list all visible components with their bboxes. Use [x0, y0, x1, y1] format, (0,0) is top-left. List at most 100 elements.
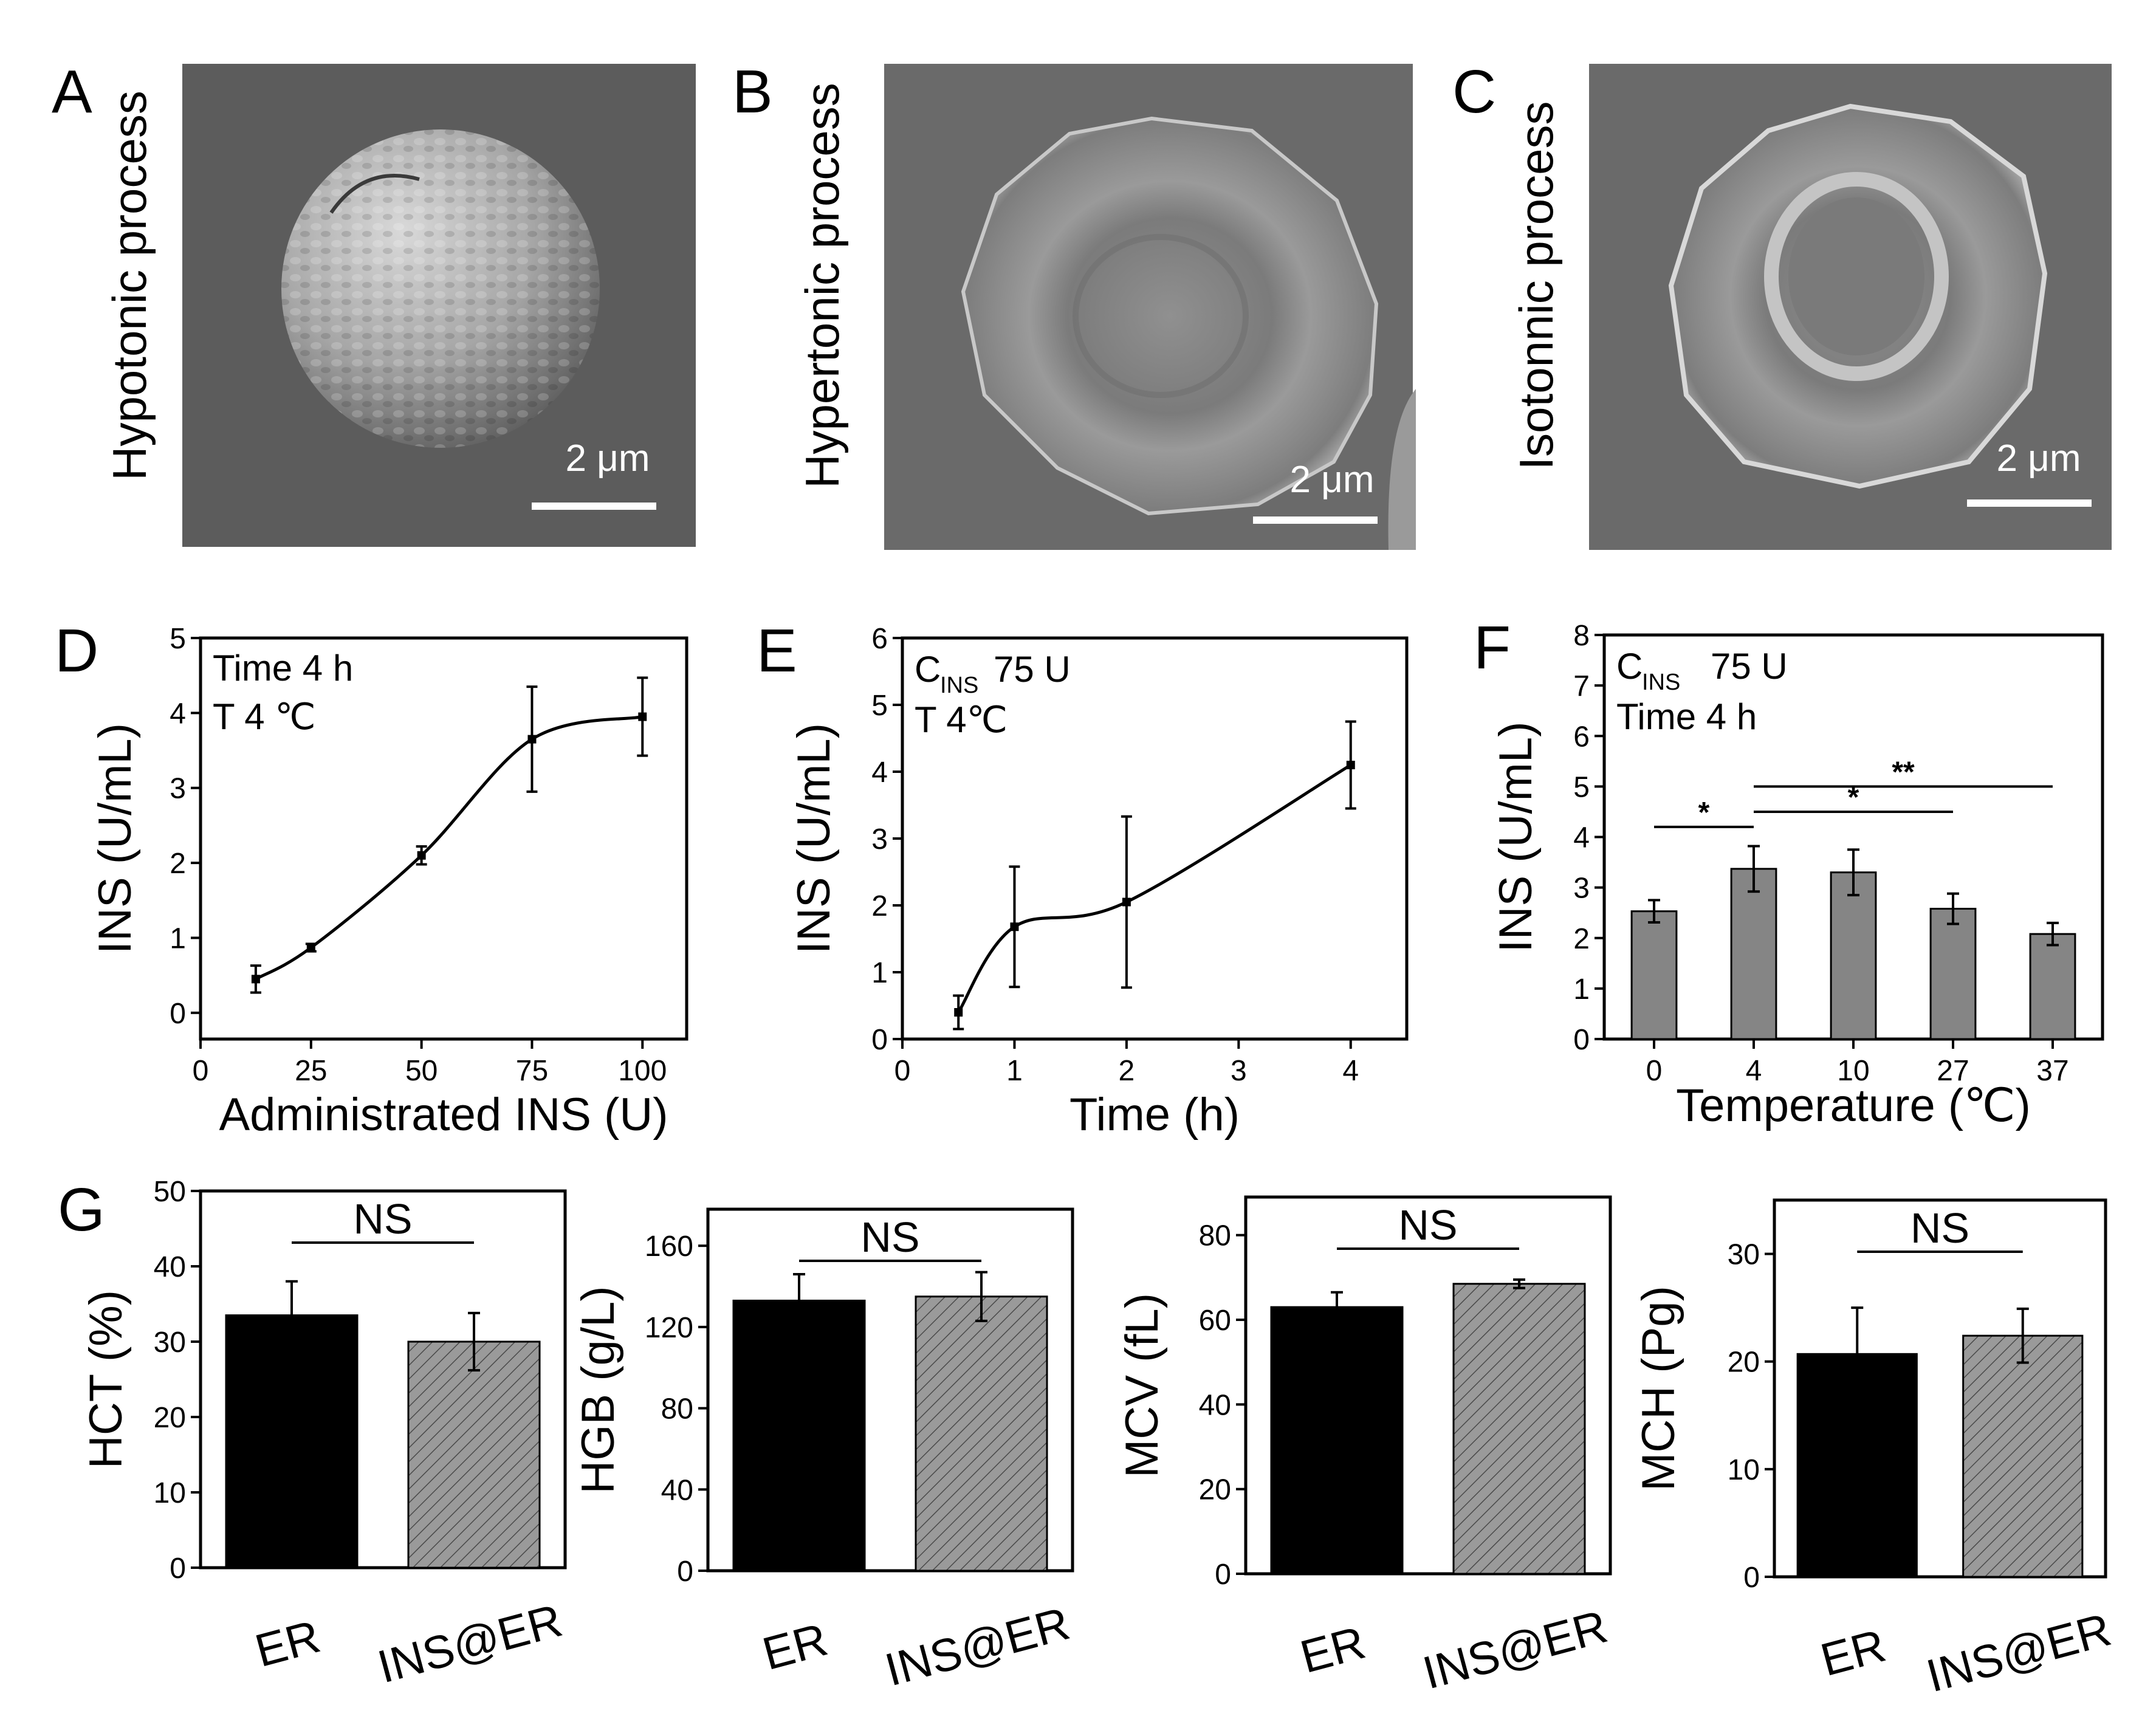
panel-letter-c: C	[1452, 58, 1496, 126]
annotation-temp: T 4 ℃	[213, 696, 316, 737]
y-tick-label: 3	[871, 823, 888, 856]
y-tick-label: 2	[871, 890, 888, 922]
panel-a-label: Hypotonic process	[103, 91, 156, 481]
plot-frame	[199, 636, 688, 1041]
bar	[1630, 910, 1678, 1040]
chart-g1: G 0 10 20 30 40 50 HCT (%) ER INS@ER NS	[58, 1176, 568, 1693]
y-tick-label: 6	[871, 623, 888, 655]
bar	[1270, 1306, 1404, 1575]
y-axis-title: HCT (%)	[80, 1290, 132, 1469]
annotation-ins-subscript: INS	[1642, 670, 1680, 695]
significance-label: NS	[1398, 1201, 1457, 1249]
y-tick-label: 10	[1728, 1454, 1760, 1486]
y-tick-label: 0	[677, 1556, 693, 1588]
x-tick-label: 75	[516, 1055, 548, 1087]
x-tick-label: 25	[295, 1055, 327, 1087]
y-tick-label: 1	[871, 957, 888, 989]
scale-bar-b	[1253, 516, 1378, 524]
y-tick-label: 0	[170, 998, 186, 1030]
y-tick-label: 20	[1199, 1474, 1231, 1506]
hypotonic-cell-image	[281, 129, 600, 448]
data-point	[417, 851, 426, 860]
y-axis-title: MCH (Pg)	[1633, 1286, 1684, 1491]
significance-label: NS	[1911, 1204, 1969, 1252]
bar	[732, 1299, 866, 1572]
chart-d: D 0 1 2 3 4 5 INS (U/mL) 0 25 50 75 100Administrated…	[55, 617, 688, 1141]
bar	[1962, 1334, 2084, 1578]
x-category-label: INS@ER	[880, 1597, 1075, 1696]
x-tick-label: 10	[1837, 1055, 1869, 1087]
y-tick-label: 0	[1743, 1562, 1760, 1594]
y-tick-label: 7	[1573, 670, 1590, 702]
y-tick-label: 40	[661, 1474, 693, 1506]
y-tick-label: 3	[1573, 873, 1590, 905]
panel-b-label: Hypertonic process	[795, 83, 849, 489]
x-category-label: ER	[1816, 1620, 1891, 1686]
x-category-label: ER	[1295, 1617, 1370, 1683]
significance-label: *	[1848, 781, 1859, 814]
y-tick-label: 5	[871, 690, 888, 722]
plot-frame	[1244, 1195, 1612, 1576]
bar	[915, 1295, 1048, 1572]
y-tick-label: 6	[1573, 721, 1590, 753]
data-point	[1010, 922, 1019, 932]
y-tick-label: 2	[1573, 923, 1590, 955]
bar	[407, 1340, 541, 1569]
panel-c: C Isotonnic process 2 μm	[1452, 58, 2112, 550]
data-point	[638, 712, 647, 721]
annotation-dose: 75 U	[994, 649, 1071, 690]
data-point	[251, 975, 260, 984]
panel-c-label: Isotonnic process	[1509, 101, 1563, 470]
x-category-label: INS@ER	[1921, 1604, 2117, 1702]
y-tick-label: 50	[154, 1176, 186, 1208]
panel-letter: D	[55, 617, 98, 685]
panel-letter-a: A	[52, 58, 92, 126]
significance-label: *	[1698, 797, 1710, 829]
y-axis-title: INS (U/mL)	[89, 723, 141, 954]
annotation-second: Time 4 h	[1616, 696, 1757, 737]
y-tick-label: 30	[1728, 1239, 1760, 1271]
y-axis-title: INS (U/mL)	[1490, 722, 1542, 953]
y-tick-label: 8	[1573, 620, 1590, 652]
plot-frame	[901, 636, 1409, 1041]
y-tick-label: 2	[170, 848, 186, 880]
annotation-time: Time 4 h	[213, 648, 353, 688]
x-tick-label: 27	[1937, 1055, 1969, 1087]
chart-g4: 0 10 20 30 MCH (Pg) ER INS@ER NS	[1633, 1198, 2117, 1702]
x-tick-label: 37	[2036, 1055, 2068, 1087]
y-tick-label: 160	[645, 1230, 693, 1263]
x-tick-label: 4	[1746, 1055, 1762, 1087]
annotation-dose: 75 U	[1711, 646, 1788, 687]
x-tick-label: 1	[1006, 1055, 1023, 1087]
bar	[2029, 933, 2076, 1040]
y-tick-label: 80	[661, 1393, 693, 1426]
x-axis-title: Administrated INS (U)	[219, 1089, 668, 1141]
y-tick-label: 1	[170, 922, 186, 955]
y-tick-label: 5	[170, 623, 186, 655]
y-tick-label: 4	[1573, 822, 1590, 854]
y-axis-title: HGB (g/L)	[572, 1286, 624, 1494]
y-axis-title: MCV (fL)	[1116, 1293, 1168, 1478]
panel-letter-b: B	[732, 58, 773, 126]
annotation-second: T 4℃	[915, 699, 1008, 740]
y-tick-label: 40	[1199, 1389, 1231, 1421]
hypertonic-cell-image	[961, 116, 1416, 550]
x-axis-title: Temperature (℃)	[1676, 1080, 2031, 1131]
plot-frame	[199, 1189, 567, 1570]
panel-letter: E	[757, 617, 797, 685]
x-category-label: INS@ER	[372, 1594, 568, 1693]
panel-letter: G	[58, 1176, 105, 1244]
annotation-c: C	[915, 649, 941, 690]
y-tick-label: 10	[154, 1477, 186, 1509]
x-tick-label: 0	[1646, 1055, 1663, 1087]
x-category-label: INS@ER	[1418, 1601, 1613, 1699]
y-tick-label: 5	[1573, 771, 1590, 803]
bar	[1929, 908, 1977, 1040]
scale-label-b: 2 μm	[1289, 459, 1374, 501]
y-tick-label: 30	[154, 1326, 186, 1359]
x-tick-label: 0	[894, 1055, 911, 1087]
